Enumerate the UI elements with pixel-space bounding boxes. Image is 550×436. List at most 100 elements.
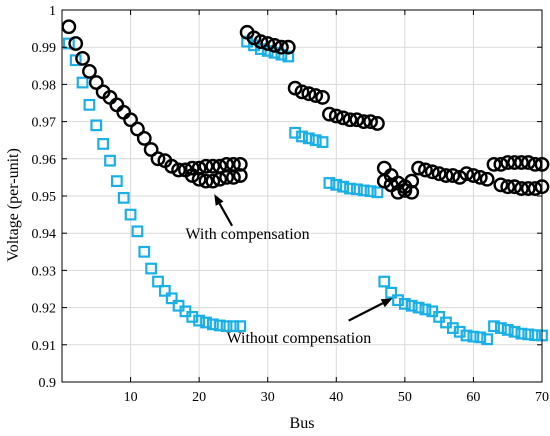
point-without-compensation: [494, 322, 507, 334]
point-with-compensation: [507, 155, 522, 170]
point-without-compensation: [316, 136, 329, 148]
point-with-compensation: [219, 169, 234, 185]
point-with-compensation: [493, 156, 509, 172]
point-without-compensation: [371, 186, 384, 199]
point-without-compensation: [357, 184, 370, 197]
point-without-compensation: [90, 119, 103, 132]
point-without-compensation: [296, 130, 308, 143]
point-with-compensation: [507, 179, 522, 195]
point-with-compensation: [274, 39, 289, 55]
point-with-compensation: [205, 158, 221, 174]
y-tick-label: 0.96: [32, 153, 57, 168]
point-with-compensation: [253, 34, 269, 50]
point-with-compensation: [226, 169, 241, 185]
point-with-compensation: [82, 63, 97, 79]
point-without-compensation: [152, 275, 164, 288]
point-with-compensation: [232, 168, 248, 183]
point-without-compensation: [501, 324, 514, 336]
point-with-compensation: [232, 156, 248, 172]
x-tick-label: 20: [192, 390, 206, 405]
point-without-compensation: [474, 331, 487, 344]
point-with-compensation: [404, 173, 420, 189]
point-without-compensation: [488, 320, 500, 333]
point-with-compensation: [335, 110, 351, 126]
point-with-compensation: [466, 168, 481, 183]
point-with-compensation: [500, 179, 516, 195]
y-tick-label: 0.95: [32, 190, 57, 205]
point-with-compensation: [308, 88, 324, 103]
point-with-compensation: [260, 36, 276, 51]
annotation-with-label: With compensation: [185, 226, 309, 243]
point-with-compensation: [123, 112, 138, 128]
y-tick-label: 0.99: [32, 41, 57, 56]
point-with-compensation: [418, 162, 433, 178]
annotation-without-arrowhead: [380, 298, 393, 308]
point-with-compensation: [184, 160, 200, 176]
point-with-compensation: [68, 36, 84, 51]
y-axis-label: Voltage (per-unit): [5, 148, 22, 262]
point-with-compensation: [171, 162, 186, 178]
point-without-compensation: [117, 191, 130, 204]
point-with-compensation: [520, 181, 536, 196]
point-with-compensation: [527, 181, 543, 196]
point-without-compensation: [337, 180, 350, 193]
point-without-compensation: [131, 225, 144, 238]
point-without-compensation: [481, 333, 494, 346]
point-without-compensation: [138, 245, 151, 258]
point-without-compensation: [398, 297, 411, 310]
point-without-compensation: [378, 275, 391, 288]
point-with-compensation: [130, 121, 145, 137]
point-without-compensation: [412, 301, 425, 314]
point-with-compensation: [198, 158, 214, 174]
y-tick-label: 0.98: [32, 78, 57, 93]
point-without-compensation: [227, 320, 240, 333]
y-tick-label: 0.93: [32, 264, 57, 279]
point-with-compensation: [527, 156, 543, 172]
point-with-compensation: [294, 84, 310, 100]
point-with-compensation: [328, 108, 344, 124]
point-with-compensation: [349, 112, 365, 128]
annotation-with-arrowhead: [214, 194, 224, 206]
point-with-compensation: [445, 168, 461, 183]
x-tick-label: 50: [398, 390, 412, 405]
point-without-compensation: [467, 330, 480, 343]
x-tick-label: 60: [466, 390, 480, 405]
point-with-compensation: [136, 130, 152, 146]
point-with-compensation: [424, 164, 440, 180]
point-without-compensation: [206, 318, 219, 331]
point-with-compensation: [205, 173, 221, 189]
point-without-compensation: [83, 98, 96, 111]
point-without-compensation: [515, 327, 528, 340]
y-tick-label: 0.92: [32, 302, 57, 317]
grid: [62, 9, 543, 383]
point-without-compensation: [282, 50, 295, 63]
y-tick-label: 0.9: [39, 376, 57, 391]
point-with-compensation: [143, 142, 159, 157]
point-without-compensation: [405, 299, 418, 312]
point-with-compensation: [493, 177, 509, 193]
x-axis-label: Bus: [290, 415, 315, 432]
point-with-compensation: [342, 112, 358, 128]
point-without-compensation: [323, 177, 336, 189]
point-without-compensation: [309, 134, 322, 147]
series-with: [61, 19, 550, 200]
point-with-compensation: [514, 181, 529, 196]
point-without-compensation: [193, 314, 206, 327]
point-without-compensation: [97, 138, 110, 150]
point-without-compensation: [302, 132, 315, 145]
point-with-compensation: [500, 155, 516, 170]
point-with-compensation: [431, 166, 447, 182]
point-with-compensation: [356, 114, 372, 130]
annotation-without-label: Without compensation: [227, 330, 372, 347]
point-without-compensation: [385, 286, 398, 299]
point-with-compensation: [301, 86, 317, 102]
point-with-compensation: [520, 155, 536, 170]
point-with-compensation: [198, 173, 214, 189]
annotation-with-arrow: [218, 203, 234, 227]
x-tick-label: 70: [535, 390, 549, 405]
point-without-compensation: [145, 262, 158, 275]
point-without-compensation: [460, 329, 473, 342]
point-without-compensation: [234, 320, 247, 333]
ticks: 10 20 30 40 50 60 70 0.9 0.91 0.92 0.93 0.94 0.95 0.9…: [32, 4, 550, 405]
point-with-compensation: [479, 171, 495, 187]
